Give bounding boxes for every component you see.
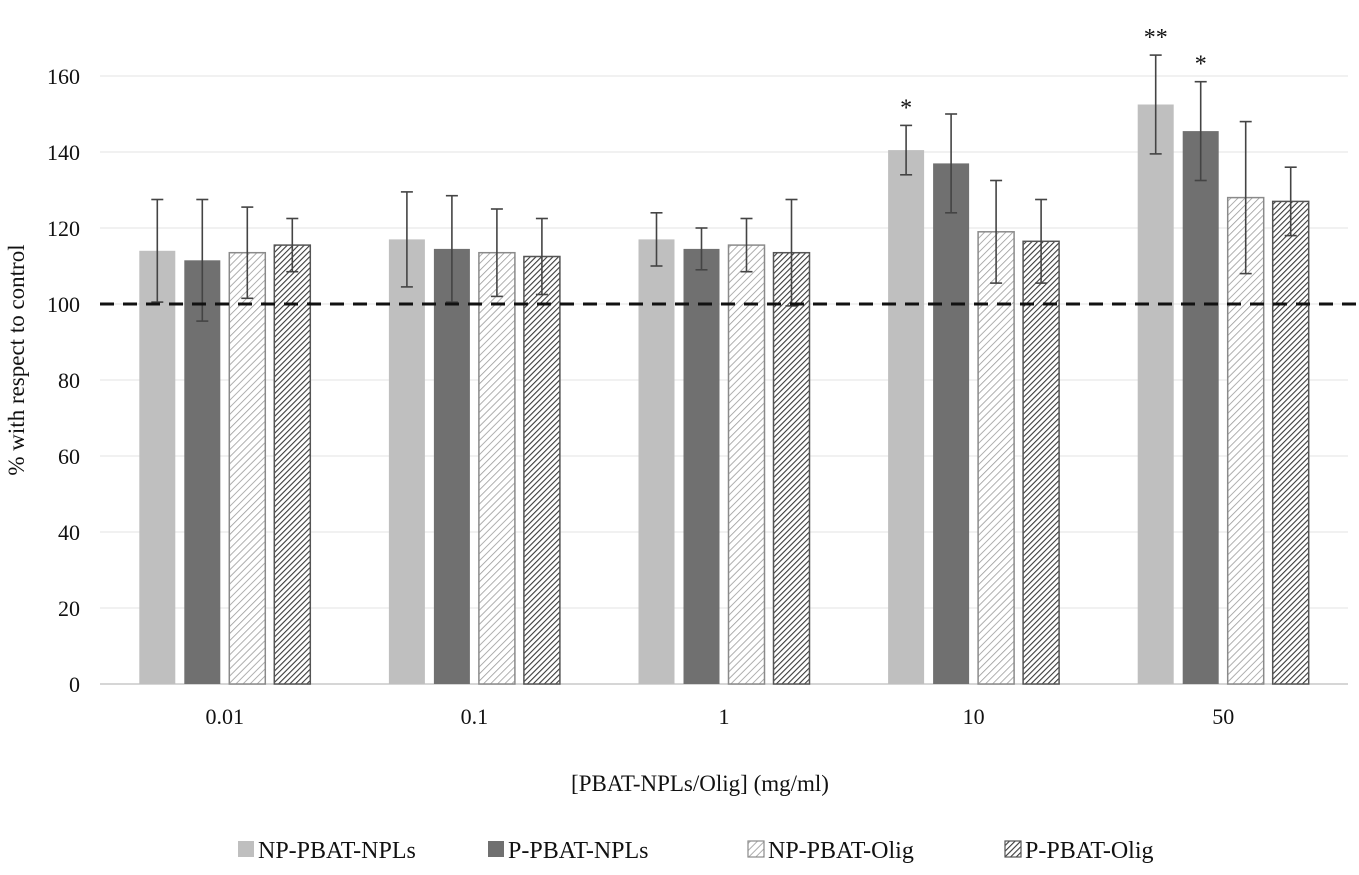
bar-np-pbat-olig-0.01 <box>228 251 267 685</box>
x-axis-title: [PBAT-NPLs/Olig] (mg/ml) <box>571 771 829 796</box>
y-tick-label: 20 <box>58 596 80 621</box>
legend-swatch <box>238 841 254 857</box>
legend: NP-PBAT-NPLs P-PBAT-NPLs NP-PBAT-Olig P-PBA… <box>238 838 1153 864</box>
bar-np-pbat-npls-0.1 <box>388 239 425 684</box>
y-tick-label: 60 <box>58 444 80 469</box>
legend-label: NP-PBAT-Olig <box>768 838 914 864</box>
legend-swatch <box>488 841 504 857</box>
bar-p-pbat-npls-0.1 <box>433 248 470 684</box>
legend-swatch <box>747 840 765 858</box>
legend-label: NP-PBAT-NPLs <box>258 838 416 864</box>
bar-np-pbat-olig-0.1 <box>478 251 516 685</box>
x-tick-label: 0.01 <box>206 704 245 729</box>
error-bars <box>151 54 1297 322</box>
bar-p-pbat-olig-10 <box>1022 240 1060 685</box>
significance-markers: **** <box>900 25 1207 121</box>
x-tick-label: 10 <box>963 704 985 729</box>
bar-p-pbat-npls-1 <box>683 248 720 684</box>
legend-swatch <box>1004 840 1022 858</box>
y-tick-label: 40 <box>58 520 80 545</box>
y-axis-ticks: 0 20 40 60 80 100 120 140 160 <box>47 64 80 697</box>
bar-p-pbat-olig-0.1 <box>523 255 561 685</box>
bars <box>139 104 1310 685</box>
x-tick-label: 1 <box>719 704 730 729</box>
bar-np-pbat-npls-0.01 <box>139 250 176 685</box>
bar-p-pbat-npls-0.01 <box>184 260 221 684</box>
y-axis-title: % with respect to control <box>4 244 29 475</box>
significance-marker: * <box>1195 52 1207 78</box>
bar-p-pbat-olig-50 <box>1271 200 1310 685</box>
bar-np-pbat-olig-1 <box>727 244 766 685</box>
bar-p-pbat-npls-50 <box>1182 131 1219 685</box>
bar-p-pbat-olig-1 <box>772 251 811 685</box>
bar-p-pbat-npls-10 <box>933 163 970 684</box>
y-tick-label: 80 <box>58 368 80 393</box>
y-tick-label: 120 <box>47 216 80 241</box>
bar-np-pbat-npls-10 <box>888 150 925 685</box>
x-tick-label: 50 <box>1212 704 1234 729</box>
y-tick-label: 140 <box>47 140 80 165</box>
legend-label: P-PBAT-Olig <box>1025 838 1153 864</box>
significance-marker: ** <box>1144 25 1168 51</box>
legend-label: P-PBAT-NPLs <box>508 838 649 864</box>
y-tick-label: 100 <box>47 292 80 317</box>
x-tick-label: 0.1 <box>461 704 489 729</box>
bar-p-pbat-olig-0.01 <box>273 244 312 685</box>
significance-marker: * <box>900 95 912 121</box>
bar-np-pbat-olig-10 <box>977 231 1015 685</box>
y-tick-label: 160 <box>47 64 80 89</box>
x-axis-ticks: 0.01 0.1 1 10 50 <box>206 704 1235 729</box>
bar-np-pbat-npls-1 <box>638 239 675 684</box>
bar-np-pbat-npls-50 <box>1137 104 1174 684</box>
y-tick-label: 0 <box>69 672 80 697</box>
